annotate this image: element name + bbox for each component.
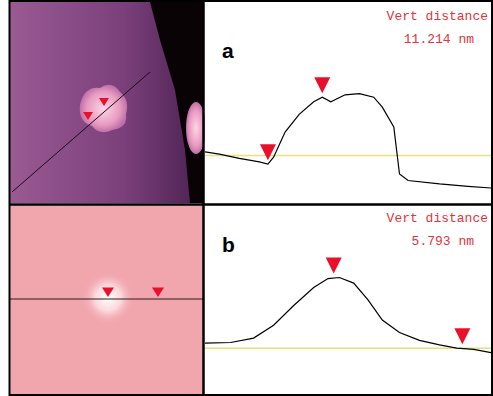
- section-line: [10, 299, 203, 300]
- figure-svg: a Vert distance 11.214 nm b Vert distance 5.7…: [0, 0, 493, 396]
- annotation-value: 5.793 nm: [412, 234, 475, 249]
- profile-line: [205, 278, 491, 353]
- cursor: [83, 112, 93, 120]
- plot-area: [205, 258, 491, 353]
- baseline: [205, 155, 491, 157]
- plot-background: [205, 4, 491, 202]
- baseline: [205, 347, 491, 349]
- profile-line: [205, 94, 491, 188]
- cursor: [99, 98, 109, 106]
- afm-particle: [80, 85, 127, 132]
- figure: a Vert distance 11.214 nm b Vert distance 5.7…: [0, 0, 493, 396]
- section-line: [12, 72, 150, 192]
- divider: [202, 1, 205, 395]
- afm-particle: [82, 272, 134, 324]
- panel-label: a: [222, 39, 234, 62]
- cursor-marker: [260, 144, 276, 160]
- plot-background: [205, 208, 491, 393]
- annotation-value: 11.214 nm: [404, 32, 474, 47]
- cursor: [102, 287, 114, 297]
- afm-image: [10, 205, 203, 394]
- cursor-marker: [454, 328, 470, 344]
- annotation-label: Vert distance: [387, 211, 488, 226]
- divider: [10, 203, 493, 206]
- cursor-marker: [314, 77, 330, 93]
- annotation-label: Vert distance: [387, 9, 488, 24]
- panel-label: b: [222, 233, 235, 256]
- plot-area: [205, 77, 491, 188]
- cursor: [152, 287, 164, 297]
- afm-image: [10, 2, 203, 203]
- frame: [10, 1, 493, 395]
- cursor-marker: [326, 258, 342, 274]
